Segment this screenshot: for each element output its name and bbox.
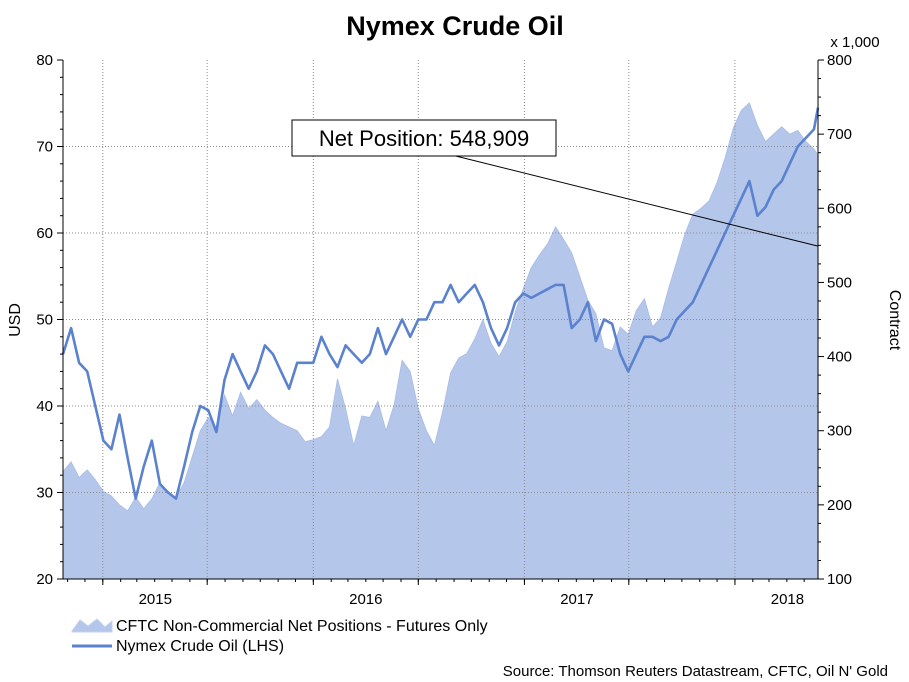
left-tick-label: 40 bbox=[36, 398, 53, 415]
chart-title: Nymex Crude Oil bbox=[346, 11, 564, 41]
source-note: Source: Thomson Reuters Datastream, CFTC… bbox=[503, 663, 888, 680]
right-tick-label: 500 bbox=[827, 274, 852, 291]
x-tick-label: 2018 bbox=[771, 591, 804, 608]
right-tick-label: 100 bbox=[827, 571, 852, 588]
left-tick-label: 80 bbox=[36, 52, 53, 69]
left-axis-label: USD bbox=[7, 303, 24, 337]
plot-area: 20 30 40 50 60 70 80 100 200 300 400 500 600 700 800 20… bbox=[36, 52, 852, 608]
x-tick-label: 2017 bbox=[560, 591, 593, 608]
legend: CFTC Non-Commercial Net Positions - Futu… bbox=[71, 618, 488, 655]
annotation-label: Net Position: 548,909 bbox=[319, 126, 529, 151]
gridlines bbox=[63, 60, 818, 579]
right-tick-label: 700 bbox=[827, 126, 852, 143]
right-tick-label: 400 bbox=[827, 349, 852, 366]
right-tick-label: 300 bbox=[827, 423, 852, 440]
right-tick-label: 600 bbox=[827, 200, 852, 217]
legend-area-label: CFTC Non-Commercial Net Positions - Futu… bbox=[116, 618, 488, 635]
left-tick-label: 50 bbox=[36, 312, 53, 329]
right-axis-label: Contract bbox=[886, 290, 903, 351]
right-axis-multiplier: x 1,000 bbox=[830, 34, 879, 51]
x-tick-label: 2015 bbox=[139, 591, 172, 608]
annotation-leader-line bbox=[455, 155, 819, 247]
left-tick-label: 60 bbox=[36, 225, 53, 242]
left-tick-label: 70 bbox=[36, 139, 53, 156]
left-tick-label: 20 bbox=[36, 571, 53, 588]
x-tick-label: 2016 bbox=[349, 591, 382, 608]
right-tick-label: 800 bbox=[827, 52, 852, 69]
left-tick-label: 30 bbox=[36, 485, 53, 502]
right-tick-label: 200 bbox=[827, 497, 852, 514]
legend-area-swatch bbox=[71, 618, 113, 633]
crude-oil-price-line bbox=[61, 107, 820, 500]
legend-line-label: Nymex Crude Oil (LHS) bbox=[116, 638, 284, 655]
annotation-box bbox=[291, 119, 557, 157]
